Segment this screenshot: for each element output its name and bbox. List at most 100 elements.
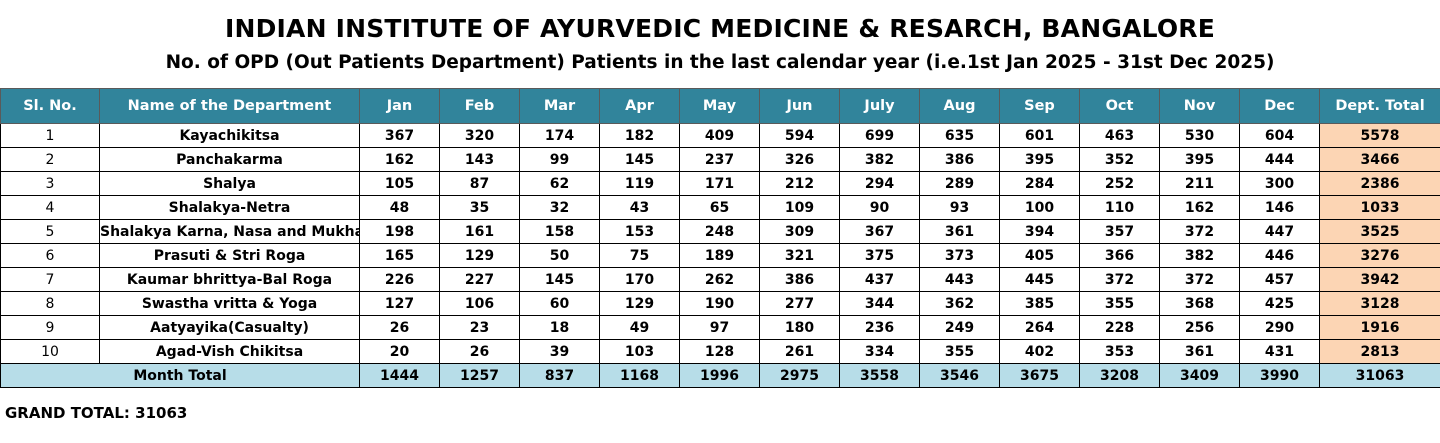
month-value-cell: 97 — [679, 315, 760, 340]
month-value-cell: 49 — [599, 315, 680, 340]
month-value-cell: 158 — [519, 219, 600, 244]
month-value-cell: 87 — [439, 171, 520, 196]
department-name-cell: Aatyayika(Casualty) — [99, 315, 360, 340]
month-value-cell: 26 — [439, 339, 520, 364]
month-value-cell: 236 — [839, 315, 920, 340]
month-value-cell: 35 — [439, 195, 520, 220]
column-header: Dec — [1239, 88, 1320, 124]
month-value-cell: 375 — [839, 243, 920, 268]
department-name-cell: Swastha vritta & Yoga — [99, 291, 360, 316]
month-value-cell: 409 — [679, 123, 760, 148]
month-value-cell: 119 — [599, 171, 680, 196]
month-value-cell: 212 — [759, 171, 840, 196]
column-header: Dept. Total — [1319, 88, 1440, 124]
month-value-cell: 445 — [999, 267, 1080, 292]
department-name-cell: Kayachikitsa — [99, 123, 360, 148]
month-value-cell: 106 — [439, 291, 520, 316]
serial-number-cell: 9 — [0, 315, 100, 340]
month-value-cell: 261 — [759, 339, 840, 364]
month-value-cell: 226 — [359, 267, 440, 292]
month-total-cell: 3990 — [1239, 363, 1320, 388]
column-header: Aug — [919, 88, 1000, 124]
month-value-cell: 601 — [999, 123, 1080, 148]
month-value-cell: 382 — [839, 147, 920, 172]
table-header-row: Sl. No. Name of the Department Jan Feb Mar Ap… — [0, 88, 1440, 124]
month-value-cell: 284 — [999, 171, 1080, 196]
month-value-cell: 357 — [1079, 219, 1160, 244]
column-header: Jun — [759, 88, 840, 124]
month-value-cell: 294 — [839, 171, 920, 196]
column-header: Jan — [359, 88, 440, 124]
month-value-cell: 198 — [359, 219, 440, 244]
month-value-cell: 344 — [839, 291, 920, 316]
department-name-cell: Shalakya Karna, Nasa and Mukha — [99, 219, 360, 244]
serial-number-cell: 3 — [0, 171, 100, 196]
month-value-cell: 386 — [919, 147, 1000, 172]
month-value-cell: 353 — [1079, 339, 1160, 364]
month-value-cell: 189 — [679, 243, 760, 268]
month-value-cell: 60 — [519, 291, 600, 316]
month-value-cell: 100 — [999, 195, 1080, 220]
month-value-cell: 264 — [999, 315, 1080, 340]
month-value-cell: 18 — [519, 315, 600, 340]
month-value-cell: 530 — [1159, 123, 1240, 148]
month-value-cell: 425 — [1239, 291, 1320, 316]
month-value-cell: 372 — [1159, 267, 1240, 292]
month-total-label: Month Total — [0, 363, 360, 388]
month-value-cell: 437 — [839, 267, 920, 292]
month-total-cell: 3675 — [999, 363, 1080, 388]
month-value-cell: 446 — [1239, 243, 1320, 268]
table-row: 4 Shalakya-Netra 48 35 32 43 65 109 90 93 100 110 16… — [0, 195, 1440, 220]
column-header: Apr — [599, 88, 680, 124]
month-value-cell: 190 — [679, 291, 760, 316]
month-value-cell: 457 — [1239, 267, 1320, 292]
month-value-cell: 162 — [359, 147, 440, 172]
month-value-cell: 604 — [1239, 123, 1320, 148]
table-row: 1 Kayachikitsa 367 320 174 182 409 594 699 635 601… — [0, 123, 1440, 148]
month-value-cell: 372 — [1079, 267, 1160, 292]
month-value-cell: 20 — [359, 339, 440, 364]
month-value-cell: 262 — [679, 267, 760, 292]
month-value-cell: 146 — [1239, 195, 1320, 220]
month-value-cell: 23 — [439, 315, 520, 340]
month-total-cell: 1996 — [679, 363, 760, 388]
month-value-cell: 162 — [1159, 195, 1240, 220]
overall-total-cell: 31063 — [1319, 363, 1440, 388]
month-value-cell: 443 — [919, 267, 1000, 292]
month-value-cell: 300 — [1239, 171, 1320, 196]
month-value-cell: 211 — [1159, 171, 1240, 196]
month-value-cell: 699 — [839, 123, 920, 148]
month-value-cell: 103 — [599, 339, 680, 364]
month-value-cell: 50 — [519, 243, 600, 268]
month-value-cell: 385 — [999, 291, 1080, 316]
month-value-cell: 127 — [359, 291, 440, 316]
dept-total-cell: 1033 — [1319, 195, 1440, 220]
table-row: 7 Kaumar bhrittya-Bal Roga 226 227 145 170 262… — [0, 267, 1440, 292]
month-total-cell: 1168 — [599, 363, 680, 388]
month-value-cell: 256 — [1159, 315, 1240, 340]
month-total-row: Month Total 1444 1257 837 1168 1996 2975 3558 35… — [0, 363, 1440, 388]
month-value-cell: 62 — [519, 171, 600, 196]
month-total-cell: 3409 — [1159, 363, 1240, 388]
month-value-cell: 228 — [1079, 315, 1160, 340]
table-row: 2 Panchakarma 162 143 99 145 237 326 382 386 395 35… — [0, 147, 1440, 172]
month-value-cell: 362 — [919, 291, 1000, 316]
month-value-cell: 171 — [679, 171, 760, 196]
month-value-cell: 326 — [759, 147, 840, 172]
table-row: 8 Swastha vritta & Yoga 127 106 60 129 190 277 3… — [0, 291, 1440, 316]
month-value-cell: 366 — [1079, 243, 1160, 268]
dept-total-cell: 3525 — [1319, 219, 1440, 244]
month-value-cell: 372 — [1159, 219, 1240, 244]
month-value-cell: 145 — [519, 267, 600, 292]
serial-number-cell: 7 — [0, 267, 100, 292]
month-value-cell: 180 — [759, 315, 840, 340]
month-value-cell: 352 — [1079, 147, 1160, 172]
month-value-cell: 170 — [599, 267, 680, 292]
month-value-cell: 99 — [519, 147, 600, 172]
month-value-cell: 161 — [439, 219, 520, 244]
opd-table: Sl. No. Name of the Department Jan Feb Mar Ap… — [0, 88, 1440, 388]
month-value-cell: 153 — [599, 219, 680, 244]
month-value-cell: 110 — [1079, 195, 1160, 220]
month-value-cell: 367 — [839, 219, 920, 244]
